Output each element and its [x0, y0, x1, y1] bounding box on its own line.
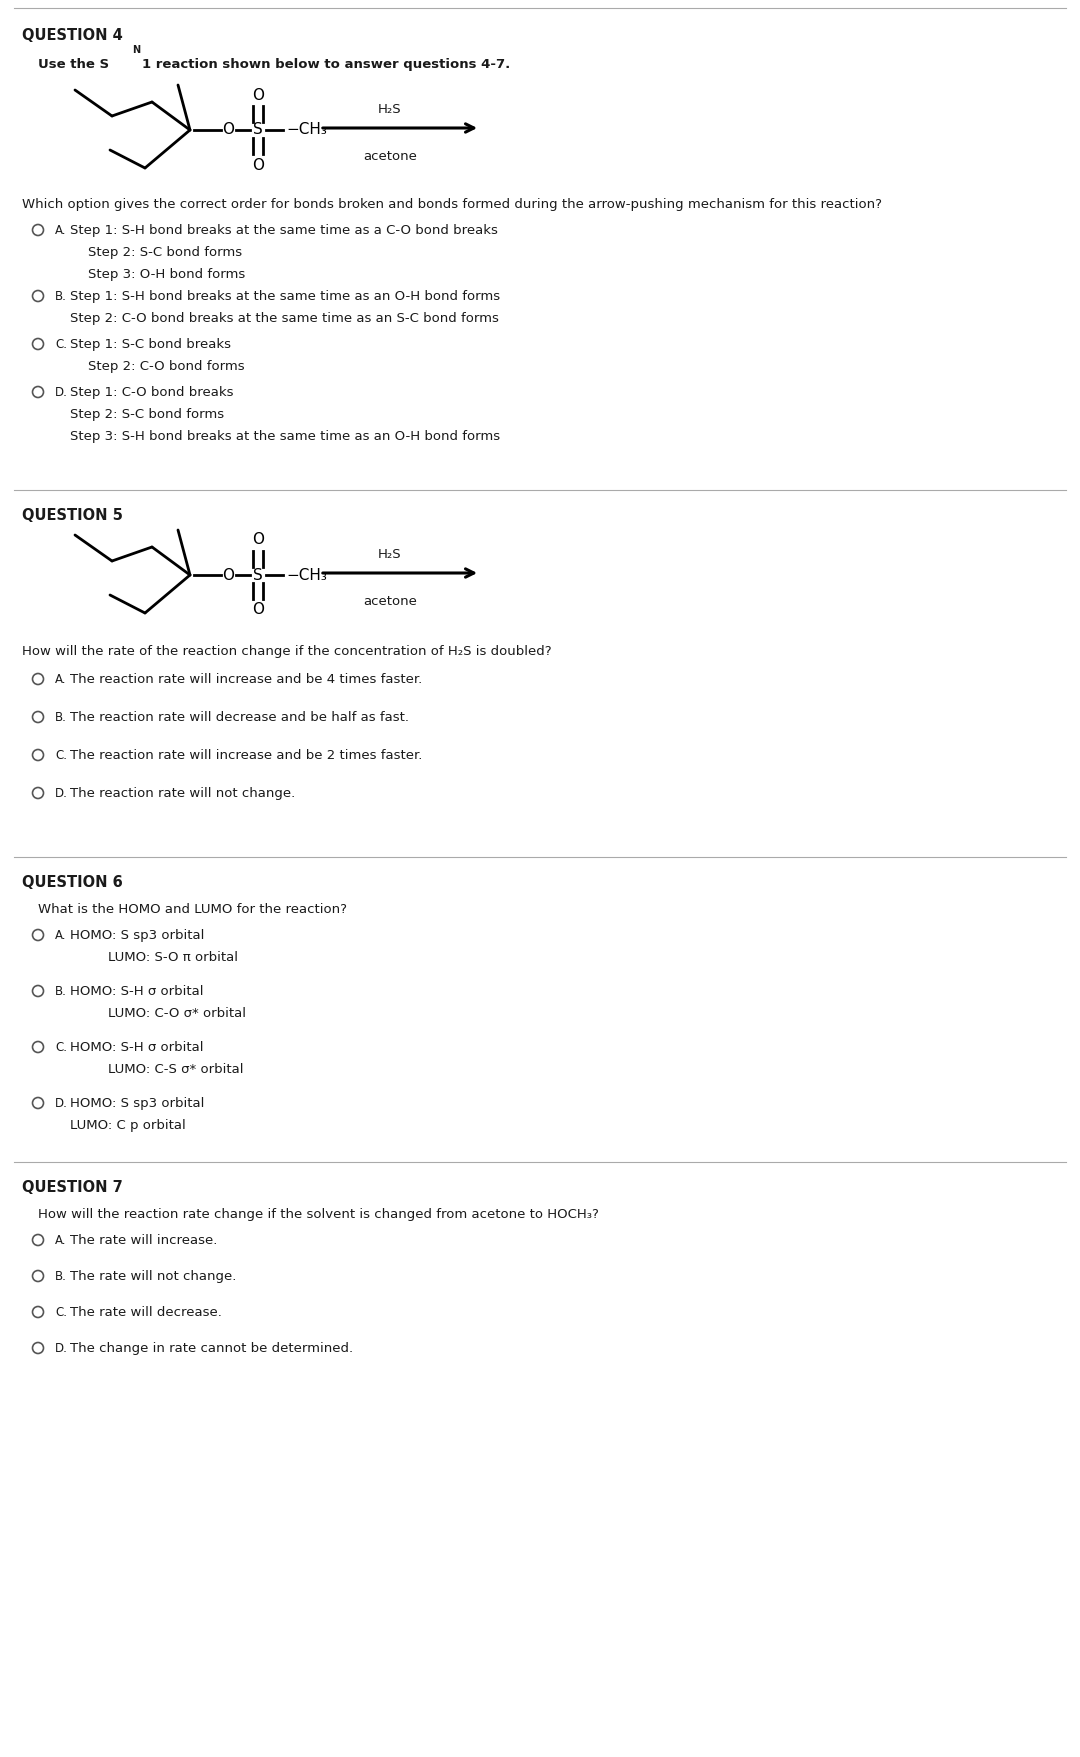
Text: Step 3: O-H bond forms: Step 3: O-H bond forms [87, 269, 245, 281]
Text: LUMO: C p orbital: LUMO: C p orbital [70, 1119, 186, 1132]
Text: Step 1: S-H bond breaks at the same time as a C-O bond breaks: Step 1: S-H bond breaks at the same time… [70, 223, 498, 237]
Text: A.: A. [55, 1233, 67, 1247]
Text: The rate will increase.: The rate will increase. [70, 1233, 217, 1247]
Text: LUMO: C-O σ* orbital: LUMO: C-O σ* orbital [108, 1007, 246, 1021]
Text: A.: A. [55, 223, 67, 237]
Text: 1 reaction shown below to answer questions 4-7.: 1 reaction shown below to answer questio… [141, 58, 510, 70]
Text: LUMO: S-O π orbital: LUMO: S-O π orbital [108, 951, 238, 965]
Text: HOMO: S-H σ orbital: HOMO: S-H σ orbital [70, 1040, 203, 1054]
Text: Step 2: S-C bond forms: Step 2: S-C bond forms [70, 408, 225, 422]
Text: D.: D. [55, 1096, 68, 1110]
Text: O: O [252, 158, 264, 172]
Text: H₂S: H₂S [378, 104, 402, 116]
Text: D.: D. [55, 387, 68, 399]
Text: Step 2: S-C bond forms: Step 2: S-C bond forms [87, 246, 242, 258]
Text: S: S [253, 123, 262, 137]
Text: −CH₃: −CH₃ [286, 123, 327, 137]
Text: O: O [252, 532, 264, 548]
Text: C.: C. [55, 337, 67, 351]
Text: Step 1: S-H bond breaks at the same time as an O-H bond forms: Step 1: S-H bond breaks at the same time… [70, 290, 500, 302]
Text: B.: B. [55, 986, 67, 998]
Text: acetone: acetone [363, 596, 417, 608]
Text: The rate will not change.: The rate will not change. [70, 1270, 237, 1283]
Text: What is the HOMO and LUMO for the reaction?: What is the HOMO and LUMO for the reacti… [38, 903, 347, 915]
Text: HOMO: S sp3 orbital: HOMO: S sp3 orbital [70, 929, 204, 942]
Text: N: N [132, 46, 140, 54]
Text: QUESTION 7: QUESTION 7 [22, 1181, 123, 1195]
Text: Step 2: C-O bond forms: Step 2: C-O bond forms [87, 360, 245, 372]
Text: B.: B. [55, 1270, 67, 1283]
Text: Use the S: Use the S [38, 58, 109, 70]
Text: O: O [252, 88, 264, 102]
Text: Step 1: C-O bond breaks: Step 1: C-O bond breaks [70, 387, 233, 399]
Text: acetone: acetone [363, 149, 417, 163]
Text: Which option gives the correct order for bonds broken and bonds formed during th: Which option gives the correct order for… [22, 199, 882, 211]
Text: How will the rate of the reaction change if the concentration of H₂S is doubled?: How will the rate of the reaction change… [22, 645, 552, 659]
Text: B.: B. [55, 712, 67, 724]
Text: QUESTION 4: QUESTION 4 [22, 28, 123, 42]
Text: C.: C. [55, 748, 67, 763]
Text: Step 3: S-H bond breaks at the same time as an O-H bond forms: Step 3: S-H bond breaks at the same time… [70, 430, 500, 443]
Text: The reaction rate will not change.: The reaction rate will not change. [70, 787, 295, 799]
Text: Step 2: C-O bond breaks at the same time as an S-C bond forms: Step 2: C-O bond breaks at the same time… [70, 313, 499, 325]
Text: How will the reaction rate change if the solvent is changed from acetone to HOCH: How will the reaction rate change if the… [38, 1209, 599, 1221]
Text: LUMO: C-S σ* orbital: LUMO: C-S σ* orbital [108, 1063, 243, 1075]
Text: S: S [253, 568, 262, 583]
Text: O: O [222, 123, 234, 137]
Text: A.: A. [55, 929, 67, 942]
Text: The reaction rate will increase and be 4 times faster.: The reaction rate will increase and be 4… [70, 673, 422, 685]
Text: −CH₃: −CH₃ [286, 568, 327, 583]
Text: Step 1: S-C bond breaks: Step 1: S-C bond breaks [70, 337, 231, 351]
Text: A.: A. [55, 673, 67, 685]
Text: B.: B. [55, 290, 67, 302]
Text: HOMO: S sp3 orbital: HOMO: S sp3 orbital [70, 1096, 204, 1110]
Text: D.: D. [55, 787, 68, 799]
Text: The reaction rate will increase and be 2 times faster.: The reaction rate will increase and be 2… [70, 748, 422, 763]
Text: The reaction rate will decrease and be half as fast.: The reaction rate will decrease and be h… [70, 712, 409, 724]
Text: C.: C. [55, 1305, 67, 1320]
Text: H₂S: H₂S [378, 548, 402, 560]
Text: D.: D. [55, 1342, 68, 1355]
Text: O: O [252, 603, 264, 617]
Text: The rate will decrease.: The rate will decrease. [70, 1305, 221, 1320]
Text: C.: C. [55, 1040, 67, 1054]
Text: O: O [222, 568, 234, 583]
Text: HOMO: S-H σ orbital: HOMO: S-H σ orbital [70, 986, 203, 998]
Text: The change in rate cannot be determined.: The change in rate cannot be determined. [70, 1342, 353, 1355]
Text: QUESTION 5: QUESTION 5 [22, 508, 123, 524]
Text: QUESTION 6: QUESTION 6 [22, 875, 123, 891]
